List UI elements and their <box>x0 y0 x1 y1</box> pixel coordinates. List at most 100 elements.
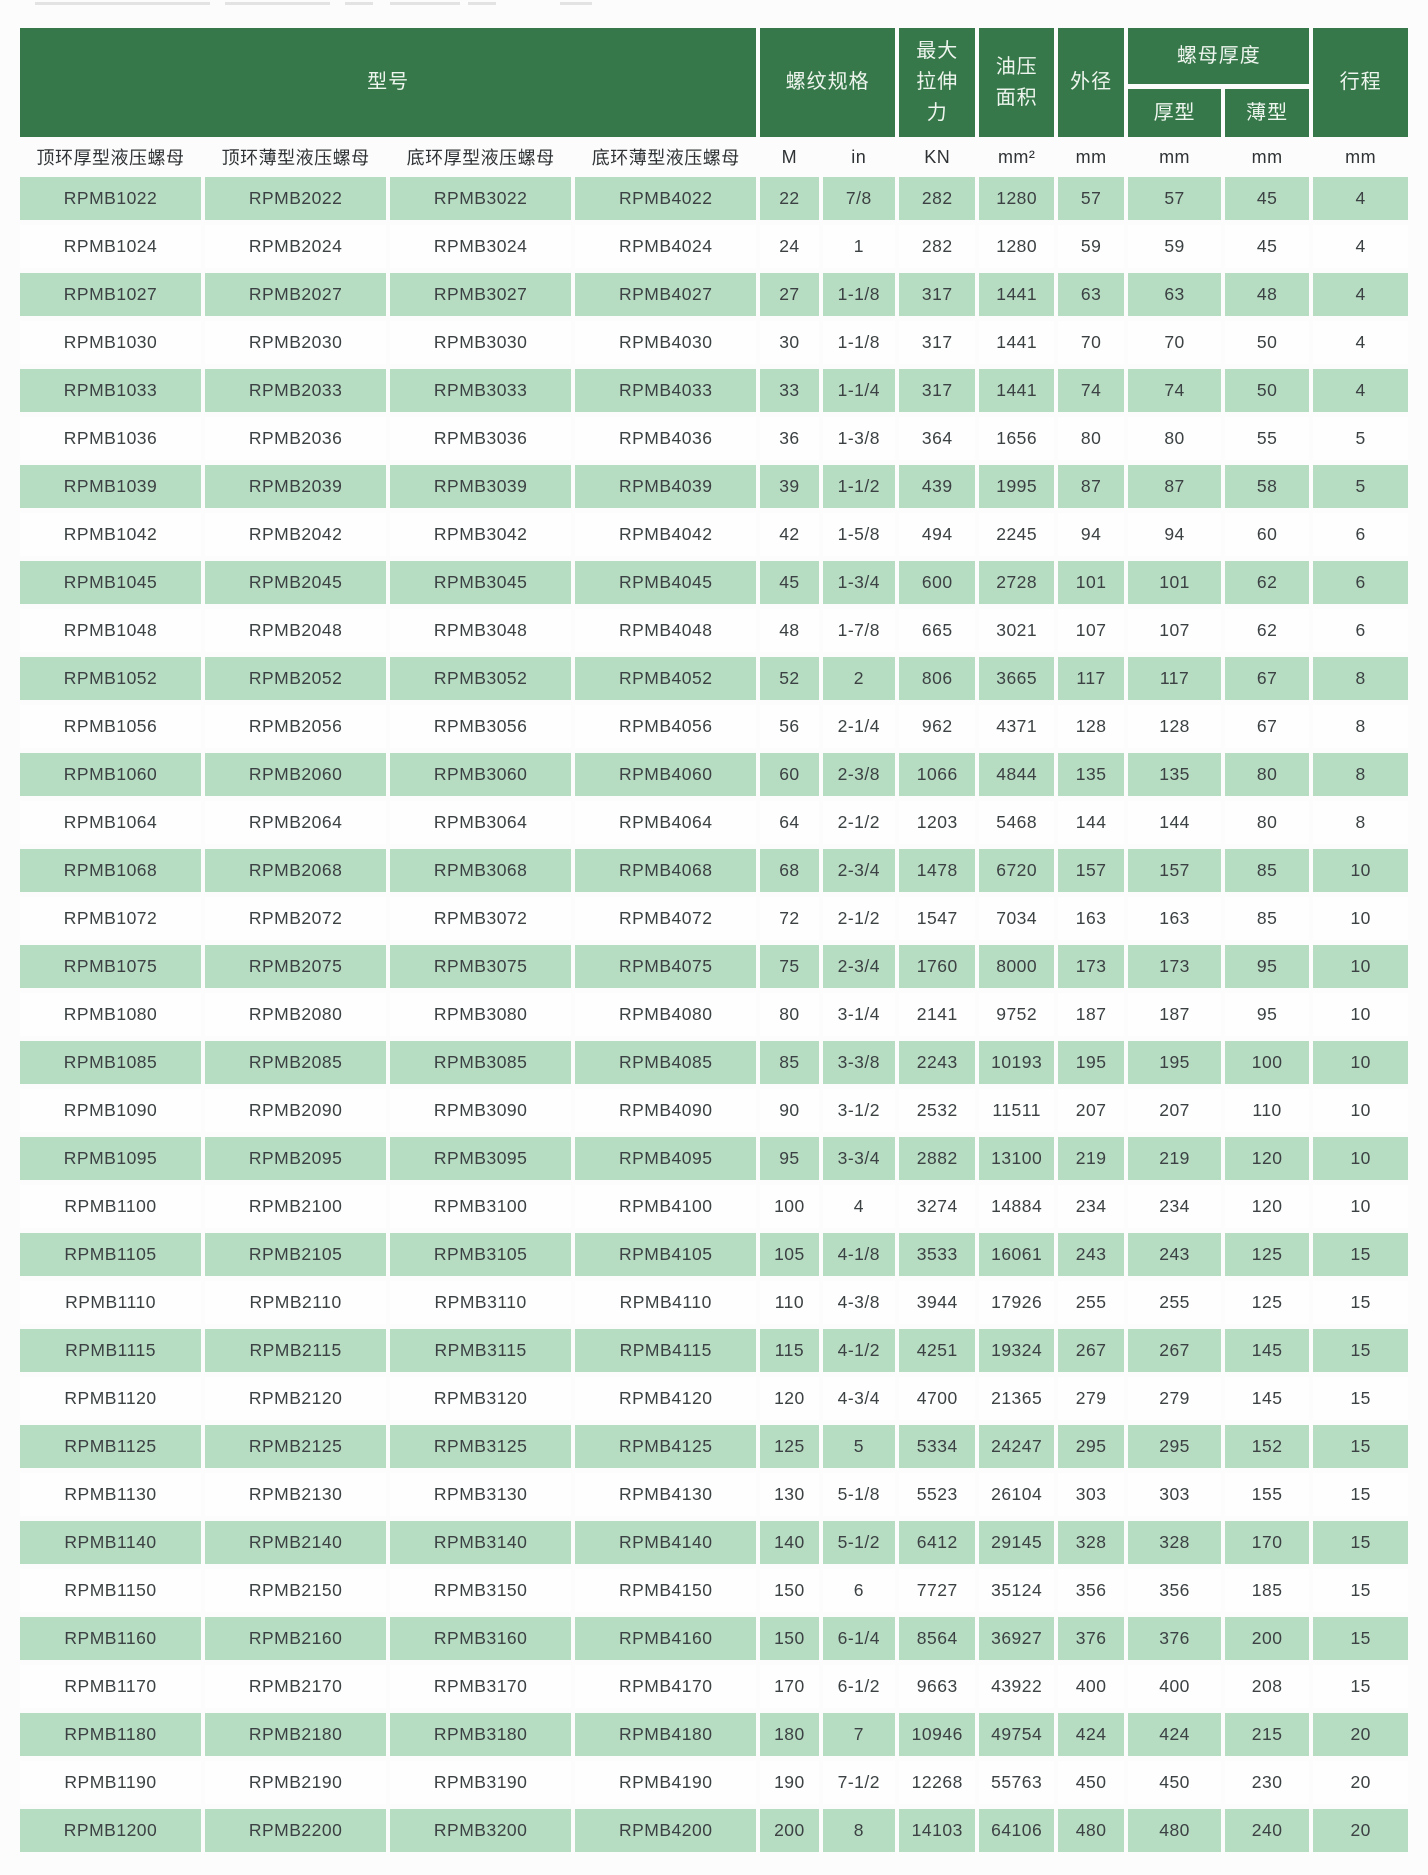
cell: 64106 <box>979 1809 1054 1852</box>
cell: 4 <box>1313 273 1408 316</box>
cell: RPMB3170 <box>390 1665 572 1708</box>
cell: 4 <box>822 1185 896 1228</box>
table-row: RPMB1080 RPMB2080 RPMB3080 RPMB4080 80 3-1/4 2… <box>20 993 1408 1036</box>
cell: 35124 <box>979 1569 1054 1612</box>
cell: 4-1/2 <box>822 1329 896 1372</box>
cell: 243 <box>1128 1233 1221 1276</box>
cell: 480 <box>1057 1809 1125 1852</box>
cell: RPMB2190 <box>205 1761 387 1804</box>
cell: 234 <box>1128 1185 1221 1228</box>
cell: 2-3/4 <box>822 849 896 892</box>
cell: 282 <box>899 225 976 268</box>
table-row: RPMB1130 RPMB2130 RPMB3130 RPMB4130 130 5-1/8… <box>20 1473 1408 1516</box>
cell: 64 <box>760 801 819 844</box>
cell: 16061 <box>979 1233 1054 1276</box>
cell: 100 <box>1224 1041 1310 1084</box>
cell: 50 <box>1224 369 1310 412</box>
cell: 200 <box>760 1809 819 1852</box>
cell: RPMB1030 <box>20 321 202 364</box>
table-row: RPMB1120 RPMB2120 RPMB3120 RPMB4120 120 4-3/4… <box>20 1377 1408 1420</box>
cell: RPMB3039 <box>390 465 572 508</box>
cell: 10 <box>1313 1041 1408 1084</box>
cell: 4 <box>1313 225 1408 268</box>
cell: 3274 <box>899 1185 976 1228</box>
cell: 101 <box>1128 561 1221 604</box>
cell: RPMB1052 <box>20 657 202 700</box>
cell: 187 <box>1057 993 1125 1036</box>
cell: 328 <box>1057 1521 1125 1564</box>
cell: RPMB4110 <box>575 1281 757 1324</box>
cell: RPMB4090 <box>575 1089 757 1132</box>
cell: RPMB2170 <box>205 1665 387 1708</box>
cell: RPMB1068 <box>20 849 202 892</box>
cell: 62 <box>1224 609 1310 652</box>
cell: 2141 <box>899 993 976 1036</box>
cell: 90 <box>760 1089 819 1132</box>
cell: 2-3/8 <box>822 753 896 796</box>
cell: 3533 <box>899 1233 976 1276</box>
table-row: RPMB1022 RPMB2022 RPMB3022 RPMB4022 22 7/8 282… <box>20 177 1408 220</box>
cell: 128 <box>1128 705 1221 748</box>
cell: 49754 <box>979 1713 1054 1756</box>
cell: 117 <box>1128 657 1221 700</box>
cell: 195 <box>1057 1041 1125 1084</box>
table-row: RPMB1072 RPMB2072 RPMB3072 RPMB4072 72 2-1/2 1… <box>20 897 1408 940</box>
cell: 450 <box>1057 1761 1125 1804</box>
cell: RPMB1085 <box>20 1041 202 1084</box>
subheader-unit-mm-od: mm <box>1075 146 1107 167</box>
cell: 15 <box>1313 1473 1408 1516</box>
cell: 27 <box>760 273 819 316</box>
cell: 125 <box>1224 1281 1310 1324</box>
cell: 240 <box>1224 1809 1310 1852</box>
cell: 173 <box>1057 945 1125 988</box>
cell: RPMB1042 <box>20 513 202 556</box>
cell: RPMB1056 <box>20 705 202 748</box>
cell: RPMB3180 <box>390 1713 572 1756</box>
table-row: RPMB1048 RPMB2048 RPMB3048 RPMB4048 48 1-7/8 6… <box>20 609 1408 652</box>
cell: RPMB2060 <box>205 753 387 796</box>
cell: 6-1/2 <box>822 1665 896 1708</box>
cell: 15 <box>1313 1377 1408 1420</box>
cell: RPMB4140 <box>575 1521 757 1564</box>
cell: 21365 <box>979 1377 1054 1420</box>
cell: RPMB4022 <box>575 177 757 220</box>
cell: RPMB2068 <box>205 849 387 892</box>
cell: 15 <box>1313 1569 1408 1612</box>
cell: 376 <box>1128 1617 1221 1660</box>
cell: RPMB4150 <box>575 1569 757 1612</box>
cell: RPMB1130 <box>20 1473 202 1516</box>
cell: RPMB4036 <box>575 417 757 460</box>
cell: 45 <box>1224 177 1310 220</box>
cell: 3944 <box>899 1281 976 1324</box>
cell: RPMB1160 <box>20 1617 202 1660</box>
cell: RPMB4033 <box>575 369 757 412</box>
table-row: RPMB1045 RPMB2045 RPMB3045 RPMB4045 45 1-3/4 6… <box>20 561 1408 604</box>
cell: 1760 <box>899 945 976 988</box>
cell: 2-1/4 <box>822 705 896 748</box>
cell: 80 <box>1224 753 1310 796</box>
cell: 1441 <box>979 369 1054 412</box>
cell: RPMB2072 <box>205 897 387 940</box>
cell: 42 <box>760 513 819 556</box>
cell: 600 <box>899 561 976 604</box>
table-row: RPMB1064 RPMB2064 RPMB3064 RPMB4064 64 2-1/2 1… <box>20 801 1408 844</box>
cell: 219 <box>1128 1137 1221 1180</box>
cell: 87 <box>1128 465 1221 508</box>
cell: 125 <box>760 1425 819 1468</box>
cell: RPMB1072 <box>20 897 202 940</box>
cell: RPMB3064 <box>390 801 572 844</box>
cell: 94 <box>1128 513 1221 556</box>
cell: 5 <box>1313 465 1408 508</box>
cell: RPMB4042 <box>575 513 757 556</box>
cell: 130 <box>760 1473 819 1516</box>
cell: 6 <box>1313 513 1408 556</box>
cell: 152 <box>1224 1425 1310 1468</box>
cell: 215 <box>1224 1713 1310 1756</box>
cell: 2-3/4 <box>822 945 896 988</box>
cell: 364 <box>899 417 976 460</box>
table-row: RPMB1110 RPMB2110 RPMB3110 RPMB4110 110 4-3/8… <box>20 1281 1408 1324</box>
cell: 4 <box>1313 177 1408 220</box>
cell: 24 <box>760 225 819 268</box>
cell: 63 <box>1057 273 1125 316</box>
cell: 255 <box>1057 1281 1125 1324</box>
